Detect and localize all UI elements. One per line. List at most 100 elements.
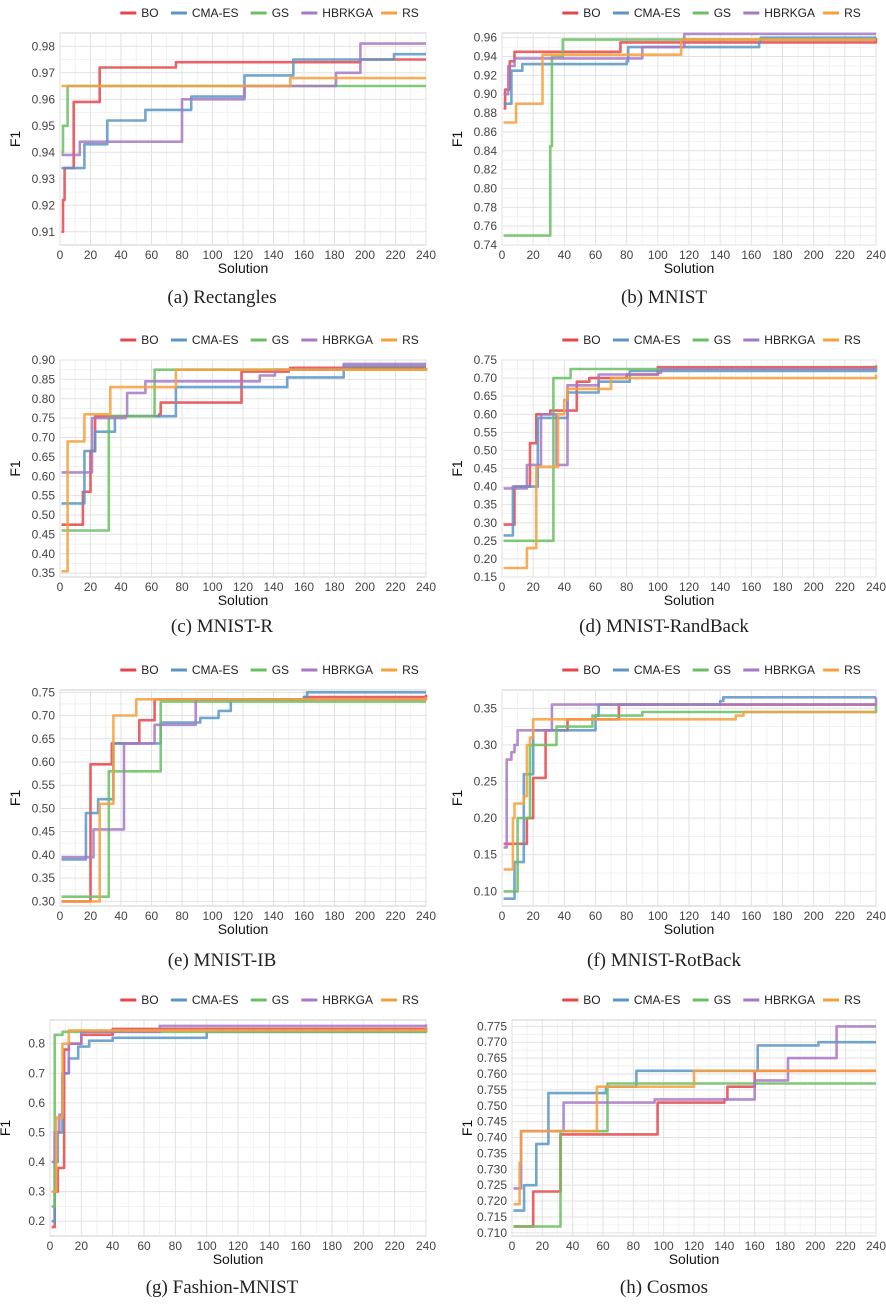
y-tick-label: 0.50: [474, 443, 498, 457]
x-tick-label: 20: [84, 248, 98, 262]
y-tick-label: 0.75: [32, 411, 56, 425]
y-tick-label: 0.60: [474, 407, 498, 421]
x-tick-label: 100: [202, 909, 222, 923]
x-tick-label: 60: [589, 909, 603, 923]
x-tick-label: 160: [741, 580, 761, 594]
y-tick-label: 0.3: [28, 1185, 45, 1199]
chart-caption: (e) MNIST-IB: [168, 950, 277, 971]
legend-label-hbrkga: HBRKGA: [322, 993, 373, 1007]
y-tick-label: 0.25: [474, 775, 498, 789]
x-tick-label: 60: [137, 1239, 151, 1253]
y-tick-label: 0.4: [28, 1155, 45, 1169]
x-tick-label: 140: [710, 248, 730, 262]
y-tick-label: 0.45: [32, 825, 56, 839]
x-tick-label: 200: [804, 580, 824, 594]
y-axis-title: F1: [7, 460, 23, 477]
y-tick-label: 0.30: [474, 738, 498, 752]
legend-label-hbrkga: HBRKGA: [322, 333, 373, 347]
x-tick-label: 220: [385, 909, 405, 923]
legend-label-gs: GS: [714, 6, 731, 20]
y-tick-label: 0.96: [474, 31, 498, 45]
x-tick-label: 140: [259, 1239, 279, 1253]
x-tick-label: 0: [47, 1239, 54, 1253]
x-tick-label: 140: [710, 909, 730, 923]
x-tick-label: 20: [526, 909, 540, 923]
series-line-cma-es: [61, 52, 426, 170]
x-tick-label: 40: [558, 909, 572, 923]
legend: BO CMA-ES GS HBRKGA RS: [562, 6, 861, 20]
x-tick-label: 240: [416, 909, 436, 923]
x-axis-title: Solution: [664, 260, 715, 276]
x-tick-label: 120: [684, 1239, 704, 1253]
legend-label-rs: RS: [844, 663, 861, 677]
series-line-hbrkga: [503, 32, 876, 96]
legend-label-bo: BO: [141, 6, 158, 20]
x-tick-label: 160: [294, 909, 314, 923]
x-tick-label: 160: [294, 248, 314, 262]
legend-label-hbrkga: HBRKGA: [764, 993, 815, 1007]
x-tick-label: 120: [233, 580, 253, 594]
y-tick-label: 0.55: [32, 778, 56, 792]
y-tick-label: 0.74: [474, 238, 498, 252]
x-tick-label: 80: [169, 1239, 183, 1253]
x-tick-label: 200: [804, 248, 824, 262]
legend-label-rs: RS: [402, 6, 419, 20]
y-tick-label: 0.82: [474, 163, 498, 177]
y-tick-label: 0.98: [32, 39, 56, 53]
y-tick-label: 0.90: [474, 87, 498, 101]
x-axis-title: Solution: [664, 592, 715, 608]
y-tick-label: 0.65: [32, 732, 56, 746]
x-tick-label: 40: [114, 248, 128, 262]
y-tick-label: 0.770: [477, 1035, 507, 1049]
y-tick-label: 0.65: [474, 389, 498, 403]
y-axis-title: F1: [7, 790, 23, 807]
chart-panel-5: 0 20 40 60 80 100 120 140 160 180 200 220 240 0.30 0.3…: [7, 663, 436, 971]
x-tick-label: 100: [202, 248, 222, 262]
series-line-cma-es: [503, 36, 876, 105]
legend-label-rs: RS: [844, 6, 861, 20]
y-axis-title: F1: [449, 790, 465, 807]
x-tick-label: 220: [385, 580, 405, 594]
series-line-rs: [503, 38, 876, 124]
legend-label-cma-es: CMA-ES: [192, 6, 239, 20]
x-tick-label: 120: [228, 1239, 248, 1253]
x-tick-label: 20: [84, 580, 98, 594]
x-tick-label: 180: [324, 248, 344, 262]
x-tick-label: 120: [679, 248, 699, 262]
x-tick-label: 140: [714, 1239, 734, 1253]
y-tick-label: 0.84: [474, 144, 498, 158]
x-tick-label: 60: [145, 909, 159, 923]
legend: BO CMA-ES GS HBRKGA RS: [562, 663, 861, 677]
x-tick-label: 100: [648, 248, 668, 262]
x-tick-label: 20: [84, 909, 98, 923]
legend: BO CMA-ES GS HBRKGA RS: [562, 993, 861, 1007]
chart-caption: (g) Fashion-MNIST: [146, 1277, 299, 1298]
x-tick-label: 180: [324, 909, 344, 923]
legend-label-bo: BO: [583, 6, 600, 20]
x-tick-label: 20: [526, 580, 540, 594]
legend-label-rs: RS: [402, 333, 419, 347]
y-tick-label: 0.745: [477, 1115, 507, 1129]
y-tick-label: 0.90: [32, 353, 56, 367]
x-tick-label: 40: [114, 909, 128, 923]
y-tick-label: 0.70: [32, 709, 56, 723]
series-line-rs: [503, 710, 876, 871]
y-axis-title: F1: [0, 1120, 13, 1137]
legend-label-rs: RS: [402, 663, 419, 677]
y-tick-label: 0.740: [477, 1131, 507, 1145]
x-tick-label: 0: [499, 580, 506, 594]
y-tick-label: 0.94: [32, 145, 56, 159]
legend-label-gs: GS: [272, 993, 289, 1007]
x-tick-label: 200: [804, 909, 824, 923]
series-line-hbrkga: [503, 367, 876, 490]
x-tick-label: 140: [710, 580, 730, 594]
x-tick-label: 200: [353, 1239, 373, 1253]
legend-label-cma-es: CMA-ES: [634, 993, 681, 1007]
y-tick-label: 0.70: [32, 431, 56, 445]
series-line-rs: [61, 697, 428, 903]
y-tick-label: 0.97: [32, 66, 56, 80]
x-axis-title: Solution: [669, 1251, 720, 1267]
y-tick-label: 0.25: [474, 534, 498, 548]
series-line-rs: [513, 1069, 876, 1206]
